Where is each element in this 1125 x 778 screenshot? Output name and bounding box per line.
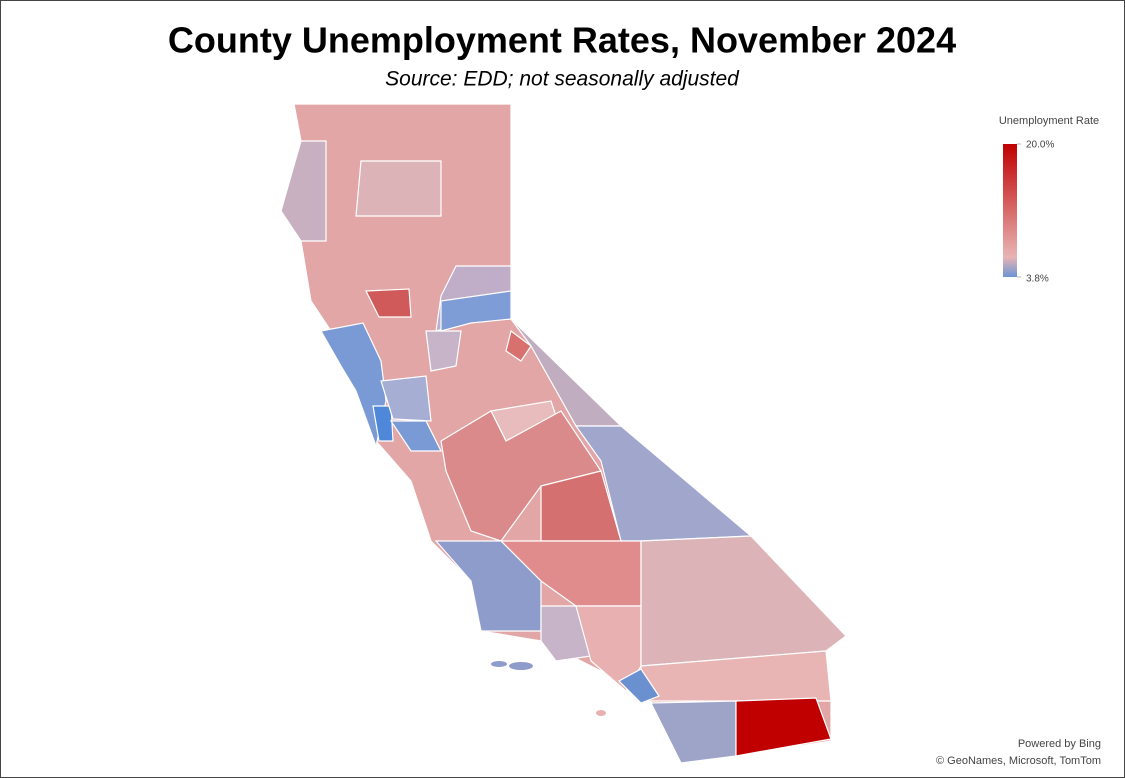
legend-gradient <box>1003 144 1017 277</box>
title: County Unemployment Rates, November 2024 <box>168 20 956 61</box>
california <box>280 103 847 764</box>
legend-ticks: 20.0% 3.8% <box>1017 140 1054 285</box>
legend-title: Unemployment Rate <box>999 115 1099 127</box>
attribution: © GeoNames, Microsoft, TomTom <box>936 755 1101 767</box>
legend-tick-label: 20.0% <box>1026 140 1054 151</box>
attribution: Powered by Bing <box>1018 738 1101 750</box>
legend-tick-label: 3.8% <box>1026 274 1049 285</box>
subtitle: Source: EDD; not seasonally adjusted <box>385 68 740 91</box>
